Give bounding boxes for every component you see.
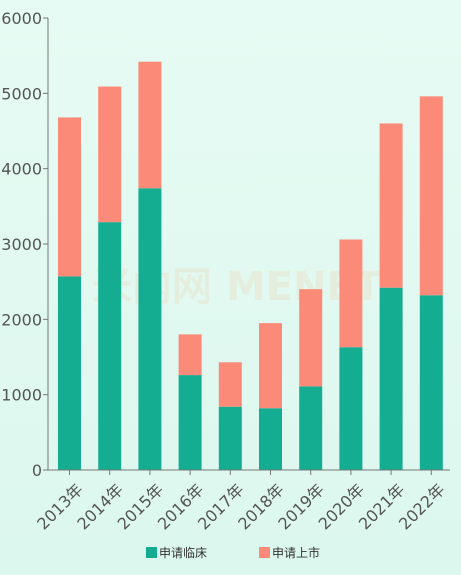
bar-clinical-1: [98, 222, 122, 470]
bar-clinical-9: [419, 295, 443, 470]
bar-clinical-8: [379, 287, 403, 470]
bar-clinical-2: [138, 188, 162, 470]
legend-swatch-1: [259, 547, 270, 558]
bar-clinical-7: [339, 347, 363, 470]
bar-market-0: [58, 117, 81, 277]
bar-market-5: [259, 323, 282, 409]
y-axis: 0 1000 2000 3000 4000 5000 6000: [1, 9, 48, 480]
bar-market-3: [178, 334, 202, 376]
bar-market-4: [218, 362, 242, 407]
bar-market-9: [419, 96, 443, 296]
bar-market-6: [299, 289, 323, 387]
bar-clinical-3: [178, 375, 202, 470]
y-tick-label: 4000: [1, 160, 42, 179]
legend: 申请临床 申请上市: [146, 545, 320, 560]
x-axis: 2013年2014年2015年2016年2017年2018年2019年2020年…: [33, 470, 449, 534]
y-tick-label: 2000: [1, 310, 42, 329]
bar-clinical-0: [58, 276, 81, 470]
watermark: 米内网 MENET: [92, 264, 382, 310]
y-tick-label: 1000: [1, 386, 42, 405]
y-tick-label: 3000: [1, 235, 42, 254]
bar-clinical-6: [299, 386, 323, 470]
bars-group: [58, 61, 443, 470]
legend-swatch-0: [146, 547, 157, 558]
legend-label-0: 申请临床: [159, 546, 207, 560]
bar-market-8: [379, 123, 403, 288]
x-tick-label: 2022年: [395, 480, 449, 534]
bar-market-1: [98, 86, 122, 223]
bar-clinical-5: [259, 408, 282, 470]
legend-label-1: 申请上市: [272, 545, 320, 560]
y-tick-label: 5000: [1, 84, 42, 103]
y-tick-label: 0: [32, 461, 42, 480]
bar-market-2: [138, 61, 162, 189]
bar-market-7: [339, 239, 363, 348]
y-tick-label: 6000: [1, 9, 42, 28]
bar-clinical-4: [218, 406, 242, 470]
